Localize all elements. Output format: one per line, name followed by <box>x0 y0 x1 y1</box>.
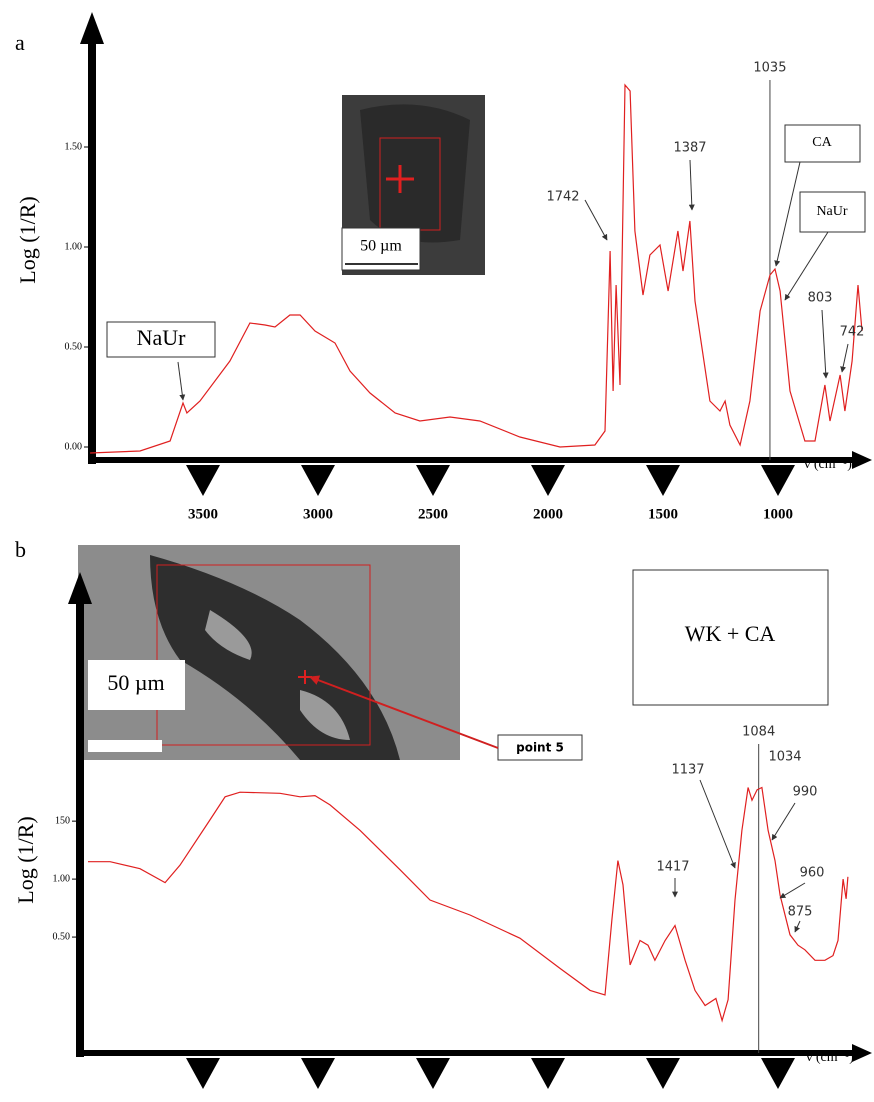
x-tick-label: 2500 <box>418 1099 448 1102</box>
y-tick-label: 150 <box>55 815 70 826</box>
y-tick-label: 0.50 <box>65 341 83 352</box>
x-tick-mark <box>646 1058 680 1089</box>
x-tick-mark <box>531 1058 565 1089</box>
y-axis-arrow <box>80 12 104 44</box>
annotation: 1387 <box>673 141 706 156</box>
annotation: NaUr <box>816 204 847 219</box>
x-tick-mark <box>416 465 450 496</box>
x-tick-mark <box>301 465 335 496</box>
annotation: CA <box>812 135 832 150</box>
x-tick-mark <box>301 1058 335 1089</box>
annotation-box <box>106 321 216 358</box>
annotation-arrow <box>779 882 806 899</box>
annotation: 990 <box>793 785 818 800</box>
annotation: 1137 <box>671 763 704 778</box>
x-tick-label: 1500 <box>648 506 678 522</box>
y-tick-label: 1.00 <box>65 241 83 252</box>
panel-label: a <box>15 30 25 55</box>
x-tick-mark <box>531 465 565 496</box>
y-tick-label: 1.50 <box>65 141 83 152</box>
x-tick-label: 3000 <box>303 506 333 522</box>
x-tick-label: 1000 <box>763 1099 793 1102</box>
spectrum-line <box>90 83 863 454</box>
x-tick-label: 2500 <box>418 506 448 522</box>
annotation: 1742 <box>546 190 579 205</box>
x-tick-mark <box>761 465 795 496</box>
annotation-arrow <box>177 361 186 401</box>
panel-label: b <box>15 537 26 562</box>
x-tick-label: 1000 <box>763 506 793 522</box>
y-tick-label: 1.00 <box>53 873 71 884</box>
x-tick-label: 3000 <box>303 1099 333 1102</box>
annotation-box <box>799 191 866 233</box>
x-tick-label: 1500 <box>648 1099 678 1102</box>
y-tick-label: 0.50 <box>53 931 71 942</box>
x-tick-mark <box>416 1058 450 1089</box>
x-axis-arrow <box>852 1044 872 1062</box>
x-tick-mark <box>186 465 220 496</box>
annotation-arrow <box>774 161 801 267</box>
annotation: 803 <box>808 291 833 306</box>
reference-label: 1084 <box>742 725 775 740</box>
spectrum-line <box>88 786 849 1023</box>
scale-label: 50 µm <box>107 670 164 695</box>
inset-image <box>78 545 583 761</box>
annotation-arrow <box>821 309 829 379</box>
x-axis-label: ν (cm⁻¹) <box>806 1050 854 1065</box>
annotation: NaUr <box>137 325 187 350</box>
x-axis-label: ν (cm⁻¹) <box>804 457 852 472</box>
annotation-arrow <box>794 920 801 933</box>
annotation: 875 <box>788 905 813 920</box>
annotation: 1417 <box>656 860 689 875</box>
x-tick-mark <box>761 1058 795 1089</box>
annotation-arrow <box>584 199 608 241</box>
annotation: 742 <box>840 325 865 340</box>
y-axis-label: Log (1/R) <box>15 196 40 283</box>
x-tick-label: 2000 <box>533 1099 563 1102</box>
annotation-arrow <box>784 231 829 301</box>
annotation-box <box>784 124 861 163</box>
x-tick-label: 3500 <box>188 506 218 522</box>
annotation: 1034 <box>768 750 801 765</box>
y-axis-arrow <box>68 572 92 604</box>
annotation-arrow <box>688 159 695 211</box>
annotation: 960 <box>800 866 825 881</box>
reference-label: 1035 <box>753 61 786 76</box>
y-tick-label: 0.00 <box>65 441 83 452</box>
x-tick-label: 3500 <box>188 1099 218 1102</box>
annotation-arrow <box>699 779 736 869</box>
scale-label: 50 µm <box>360 238 402 255</box>
annotation-arrow <box>771 802 796 841</box>
x-axis-arrow <box>852 451 872 469</box>
annotation-box <box>632 569 829 706</box>
x-tick-mark <box>646 465 680 496</box>
inset-image <box>341 95 485 275</box>
x-tick-label: 2000 <box>533 506 563 522</box>
annotation: WK + CA <box>685 621 776 646</box>
point-label: point 5 <box>516 741 564 755</box>
y-axis-label: Log (1/R) <box>13 816 38 903</box>
x-tick-mark <box>186 1058 220 1089</box>
annotation-arrow <box>840 343 849 373</box>
